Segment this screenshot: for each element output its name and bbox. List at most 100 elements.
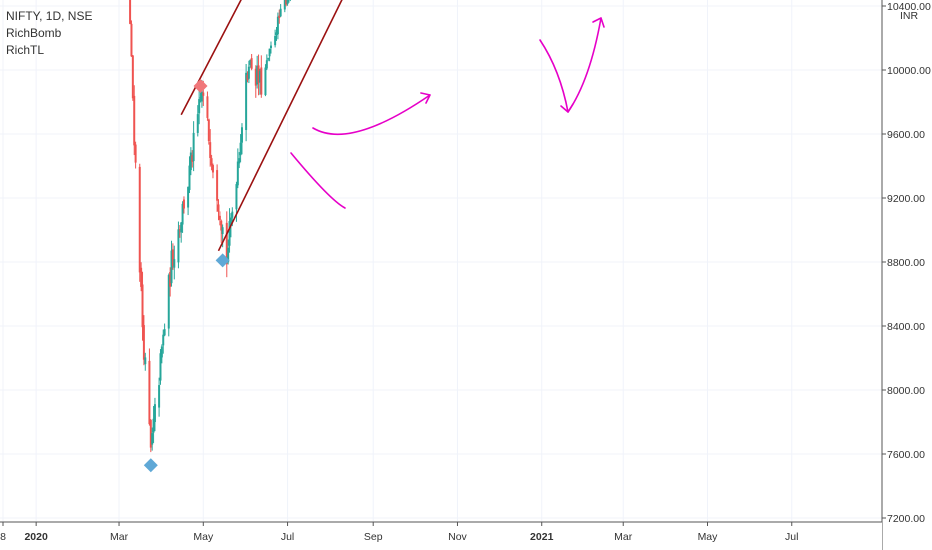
candle-body (178, 229, 181, 231)
candle-body (211, 165, 214, 173)
candle-body (149, 420, 152, 448)
candle-body (206, 96, 209, 118)
candle (158, 377, 161, 417)
candle (283, 0, 286, 13)
candle (151, 427, 154, 451)
candle (210, 154, 213, 171)
time-tick-label: Mar (110, 531, 129, 543)
candle (276, 12, 279, 40)
candle-body (180, 222, 183, 233)
candle-body (151, 433, 154, 445)
time-tick-label: 2021 (530, 531, 554, 543)
candle-body (144, 357, 147, 365)
candle-body (129, 0, 132, 24)
candle (240, 123, 243, 155)
candle-body (267, 58, 270, 60)
candle-body (163, 329, 166, 336)
candle-body (245, 72, 248, 130)
candle (187, 186, 190, 216)
time-tick-label: 2020 (24, 531, 48, 543)
candle (148, 348, 151, 426)
price-tick-label: 8800.00 (887, 257, 925, 269)
candle-body (192, 132, 195, 162)
candle (141, 271, 144, 341)
candle (178, 225, 181, 238)
candle-body (254, 68, 257, 86)
candle-body (283, 0, 286, 10)
candle-body (159, 353, 162, 381)
time-axis: 8 2020 Mar May Jul Sep Nov 2021 Mar May Jul (0, 521, 882, 550)
candle-body (209, 142, 212, 158)
legend-indicator-richbomb[interactable]: RichBomb (6, 26, 62, 40)
candle (182, 196, 185, 214)
candle-body (258, 70, 261, 83)
candle (149, 419, 152, 453)
candle-body (171, 249, 174, 266)
candle-body (152, 418, 155, 433)
candle-body (225, 222, 228, 265)
time-axis-bg (0, 522, 882, 550)
candle-body (279, 8, 282, 17)
candle (286, 0, 289, 6)
candle-body (170, 250, 173, 284)
candle (275, 27, 278, 41)
candle-body (141, 284, 144, 328)
candle-body (216, 170, 219, 201)
candle (225, 211, 228, 278)
candle-body (198, 99, 201, 114)
price-axis: 7200.00 7600.00 8000.00 8400.00 8800.00 9200.… (881, 0, 932, 550)
candle (198, 86, 201, 125)
candle (171, 243, 174, 270)
candle-body (260, 67, 263, 95)
time-tick-label: May (193, 531, 214, 543)
candle (269, 41, 272, 54)
candle (216, 164, 219, 212)
candle-body (220, 220, 223, 231)
candle (289, 0, 291, 2)
candle (159, 349, 162, 385)
candle (249, 59, 252, 68)
candle (256, 55, 259, 89)
candle (257, 54, 260, 96)
time-tick-label: Jul (785, 531, 798, 543)
candle-body (160, 346, 163, 358)
candle (153, 397, 156, 432)
candle-body (131, 55, 134, 99)
candle (274, 29, 277, 48)
candle-body (286, 0, 289, 5)
candle-body (227, 247, 230, 263)
candle-body (196, 114, 199, 133)
candle (142, 315, 145, 366)
candle (236, 148, 239, 189)
candle (138, 163, 141, 282)
candle-body (148, 360, 151, 425)
candle (246, 71, 249, 83)
price-tick-label: 10000.00 (887, 65, 931, 77)
candle (152, 406, 155, 444)
currency-label: INR (900, 10, 919, 22)
candle (217, 199, 220, 221)
candle (278, 9, 281, 24)
candle (268, 48, 271, 62)
candle (260, 55, 263, 98)
price-tick-label: 9200.00 (887, 193, 925, 205)
arrow-path (567, 17, 605, 113)
candle-body (199, 97, 202, 99)
candle (228, 208, 231, 253)
price-axis-bg (882, 0, 932, 550)
candle (265, 54, 268, 70)
candle (192, 121, 195, 172)
candle-body (221, 227, 224, 235)
time-tick-label: Jul (281, 531, 294, 543)
candle-body (217, 204, 220, 212)
candle (140, 262, 143, 292)
candle-body (182, 199, 185, 209)
candle-body (188, 165, 191, 190)
candle (218, 211, 221, 226)
candle-body (177, 229, 180, 263)
time-tick-label: 8 (0, 531, 6, 543)
candle-body (187, 186, 190, 208)
legend-indicator-richtl[interactable]: RichTL (6, 43, 45, 57)
candle-body (218, 215, 221, 220)
